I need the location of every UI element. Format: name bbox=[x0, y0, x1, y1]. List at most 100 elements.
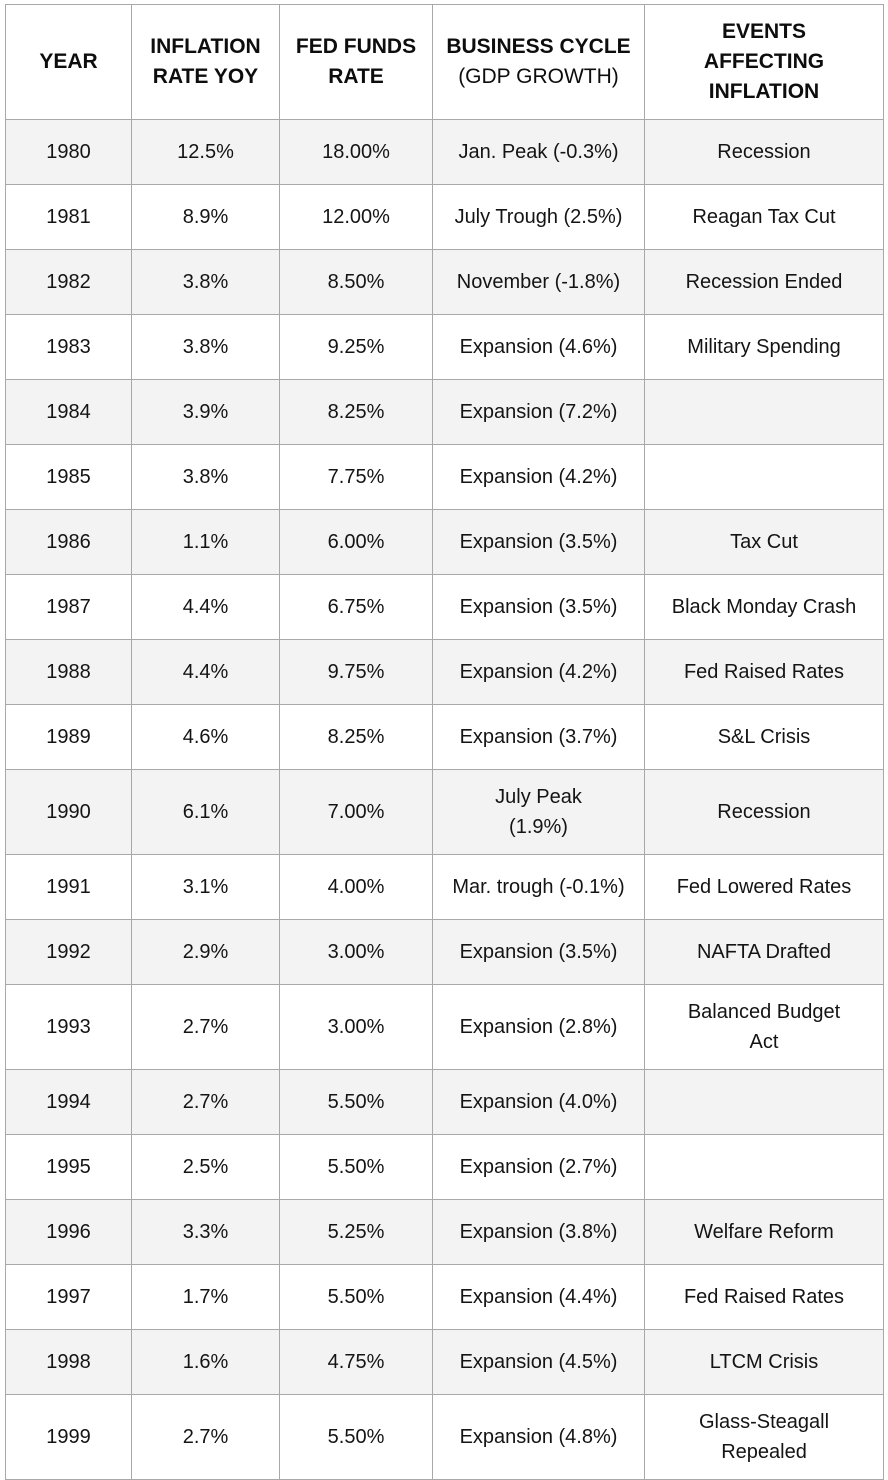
cell-inflation-rate: 8.9% bbox=[131, 184, 280, 250]
cell-inflation-rate: 1.1% bbox=[131, 509, 280, 575]
cell-inflation-rate: 6.1% bbox=[131, 769, 280, 855]
cell-business-cycle: Expansion (7.2%) bbox=[432, 379, 645, 445]
cell-inflation-rate: 2.7% bbox=[131, 1394, 280, 1480]
cell-event: Fed Lowered Rates bbox=[644, 854, 884, 920]
cell-fed-funds-rate: 9.75% bbox=[279, 639, 433, 705]
column-header-events: EVENTS AFFECTING INFLATION bbox=[644, 4, 884, 120]
cell-fed-funds-rate: 5.50% bbox=[279, 1134, 433, 1200]
cell-event: Recession bbox=[644, 769, 884, 855]
cell-fed-funds-rate: 5.50% bbox=[279, 1264, 433, 1330]
cell-inflation-rate: 2.9% bbox=[131, 919, 280, 985]
cell-year: 1994 bbox=[5, 1069, 132, 1135]
cell-year: 1983 bbox=[5, 314, 132, 380]
cell-business-cycle: Mar. trough (-0.1%) bbox=[432, 854, 645, 920]
cell-inflation-rate: 3.3% bbox=[131, 1199, 280, 1265]
cell-year: 1991 bbox=[5, 854, 132, 920]
cell-business-cycle: July Trough (2.5%) bbox=[432, 184, 645, 250]
cell-fed-funds-rate: 5.50% bbox=[279, 1069, 433, 1135]
cell-fed-funds-rate: 4.00% bbox=[279, 854, 433, 920]
cell-inflation-rate: 4.4% bbox=[131, 574, 280, 640]
column-header-business-cycle: BUSINESS CYCLE (GDP GROWTH) bbox=[432, 4, 645, 120]
cell-inflation-rate: 2.5% bbox=[131, 1134, 280, 1200]
cell-fed-funds-rate: 8.25% bbox=[279, 379, 433, 445]
cell-year: 1984 bbox=[5, 379, 132, 445]
cell-inflation-rate: 1.7% bbox=[131, 1264, 280, 1330]
cell-fed-funds-rate: 12.00% bbox=[279, 184, 433, 250]
table-row: 1997 1.7% 5.50% Expansion (4.4%) Fed Rai… bbox=[5, 1264, 884, 1330]
table-row: 1986 1.1% 6.00% Expansion (3.5%) Tax Cut bbox=[5, 509, 884, 575]
cell-fed-funds-rate: 18.00% bbox=[279, 119, 433, 185]
table-row: 1996 3.3% 5.25% Expansion (3.8%) Welfare… bbox=[5, 1199, 884, 1265]
table-row: 1985 3.8% 7.75% Expansion (4.2%) bbox=[5, 444, 884, 510]
cell-event bbox=[644, 379, 884, 445]
table-row: 1998 1.6% 4.75% Expansion (4.5%) LTCM Cr… bbox=[5, 1329, 884, 1395]
cell-business-cycle: Expansion (4.2%) bbox=[432, 639, 645, 705]
cell-business-cycle: Expansion (2.8%) bbox=[432, 984, 645, 1070]
cell-event: Balanced Budget Act bbox=[644, 984, 884, 1070]
cell-business-cycle: Expansion (3.5%) bbox=[432, 509, 645, 575]
cell-year: 1985 bbox=[5, 444, 132, 510]
cell-business-cycle: July Peak (1.9%) bbox=[432, 769, 645, 855]
column-header-fed-funds-rate: FED FUNDS RATE bbox=[279, 4, 433, 120]
cell-fed-funds-rate: 8.50% bbox=[279, 249, 433, 315]
cell-year: 1988 bbox=[5, 639, 132, 705]
cell-event: LTCM Crisis bbox=[644, 1329, 884, 1395]
cell-year: 1981 bbox=[5, 184, 132, 250]
column-header-inflation-rate-label: INFLATION RATE YOY bbox=[150, 35, 261, 88]
cell-business-cycle: Expansion (3.8%) bbox=[432, 1199, 645, 1265]
cell-inflation-rate: 3.9% bbox=[131, 379, 280, 445]
cell-fed-funds-rate: 7.00% bbox=[279, 769, 433, 855]
cell-event: Fed Raised Rates bbox=[644, 639, 884, 705]
cell-business-cycle: November (-1.8%) bbox=[432, 249, 645, 315]
cell-event bbox=[644, 1134, 884, 1200]
cell-fed-funds-rate: 3.00% bbox=[279, 984, 433, 1070]
cell-year: 1996 bbox=[5, 1199, 132, 1265]
table-row: 1982 3.8% 8.50% November (-1.8%) Recessi… bbox=[5, 249, 884, 315]
cell-business-cycle: Expansion (4.8%) bbox=[432, 1394, 645, 1480]
cell-event: Glass-Steagall Repealed bbox=[644, 1394, 884, 1480]
cell-business-cycle: Expansion (4.4%) bbox=[432, 1264, 645, 1330]
cell-year: 1999 bbox=[5, 1394, 132, 1480]
table-row: 1987 4.4% 6.75% Expansion (3.5%) Black M… bbox=[5, 574, 884, 640]
cell-business-cycle: Jan. Peak (-0.3%) bbox=[432, 119, 645, 185]
cell-year: 1995 bbox=[5, 1134, 132, 1200]
table-row: 1990 6.1% 7.00% July Peak (1.9%) Recessi… bbox=[5, 769, 884, 855]
cell-business-cycle: Expansion (4.2%) bbox=[432, 444, 645, 510]
column-header-year-label: YEAR bbox=[39, 50, 98, 73]
cell-event: Reagan Tax Cut bbox=[644, 184, 884, 250]
column-header-business-cycle-label: BUSINESS CYCLE bbox=[446, 35, 631, 58]
table-row: 1983 3.8% 9.25% Expansion (4.6%) Militar… bbox=[5, 314, 884, 380]
cell-event: Welfare Reform bbox=[644, 1199, 884, 1265]
cell-year: 1992 bbox=[5, 919, 132, 985]
table-row: 1984 3.9% 8.25% Expansion (7.2%) bbox=[5, 379, 884, 445]
cell-fed-funds-rate: 5.50% bbox=[279, 1394, 433, 1480]
column-header-business-cycle-sub: (GDP GROWTH) bbox=[458, 65, 619, 88]
cell-fed-funds-rate: 8.25% bbox=[279, 704, 433, 770]
table-row: 1991 3.1% 4.00% Mar. trough (-0.1%) Fed … bbox=[5, 854, 884, 920]
cell-business-cycle: Expansion (4.0%) bbox=[432, 1069, 645, 1135]
cell-event: NAFTA Drafted bbox=[644, 919, 884, 985]
cell-inflation-rate: 4.6% bbox=[131, 704, 280, 770]
cell-year: 1990 bbox=[5, 769, 132, 855]
table-row: 1992 2.9% 3.00% Expansion (3.5%) NAFTA D… bbox=[5, 919, 884, 985]
cell-event: Military Spending bbox=[644, 314, 884, 380]
cell-inflation-rate: 1.6% bbox=[131, 1329, 280, 1395]
table-row: 1988 4.4% 9.75% Expansion (4.2%) Fed Rai… bbox=[5, 639, 884, 705]
column-header-year: YEAR bbox=[5, 4, 132, 120]
cell-fed-funds-rate: 4.75% bbox=[279, 1329, 433, 1395]
cell-business-cycle: Expansion (4.6%) bbox=[432, 314, 645, 380]
table-row: 1999 2.7% 5.50% Expansion (4.8%) Glass-S… bbox=[5, 1394, 884, 1480]
cell-year: 1982 bbox=[5, 249, 132, 315]
cell-year: 1989 bbox=[5, 704, 132, 770]
cell-business-cycle: Expansion (4.5%) bbox=[432, 1329, 645, 1395]
cell-event: Black Monday Crash bbox=[644, 574, 884, 640]
cell-business-cycle: Expansion (3.7%) bbox=[432, 704, 645, 770]
header-row: YEAR INFLATION RATE YOY FED FUNDS RATE B… bbox=[5, 4, 884, 120]
cell-event: Recession Ended bbox=[644, 249, 884, 315]
cell-year: 1998 bbox=[5, 1329, 132, 1395]
cell-event bbox=[644, 1069, 884, 1135]
cell-business-cycle: Expansion (3.5%) bbox=[432, 919, 645, 985]
cell-fed-funds-rate: 7.75% bbox=[279, 444, 433, 510]
table-row: 1995 2.5% 5.50% Expansion (2.7%) bbox=[5, 1134, 884, 1200]
table-row: 1980 12.5% 18.00% Jan. Peak (-0.3%) Rece… bbox=[5, 119, 884, 185]
